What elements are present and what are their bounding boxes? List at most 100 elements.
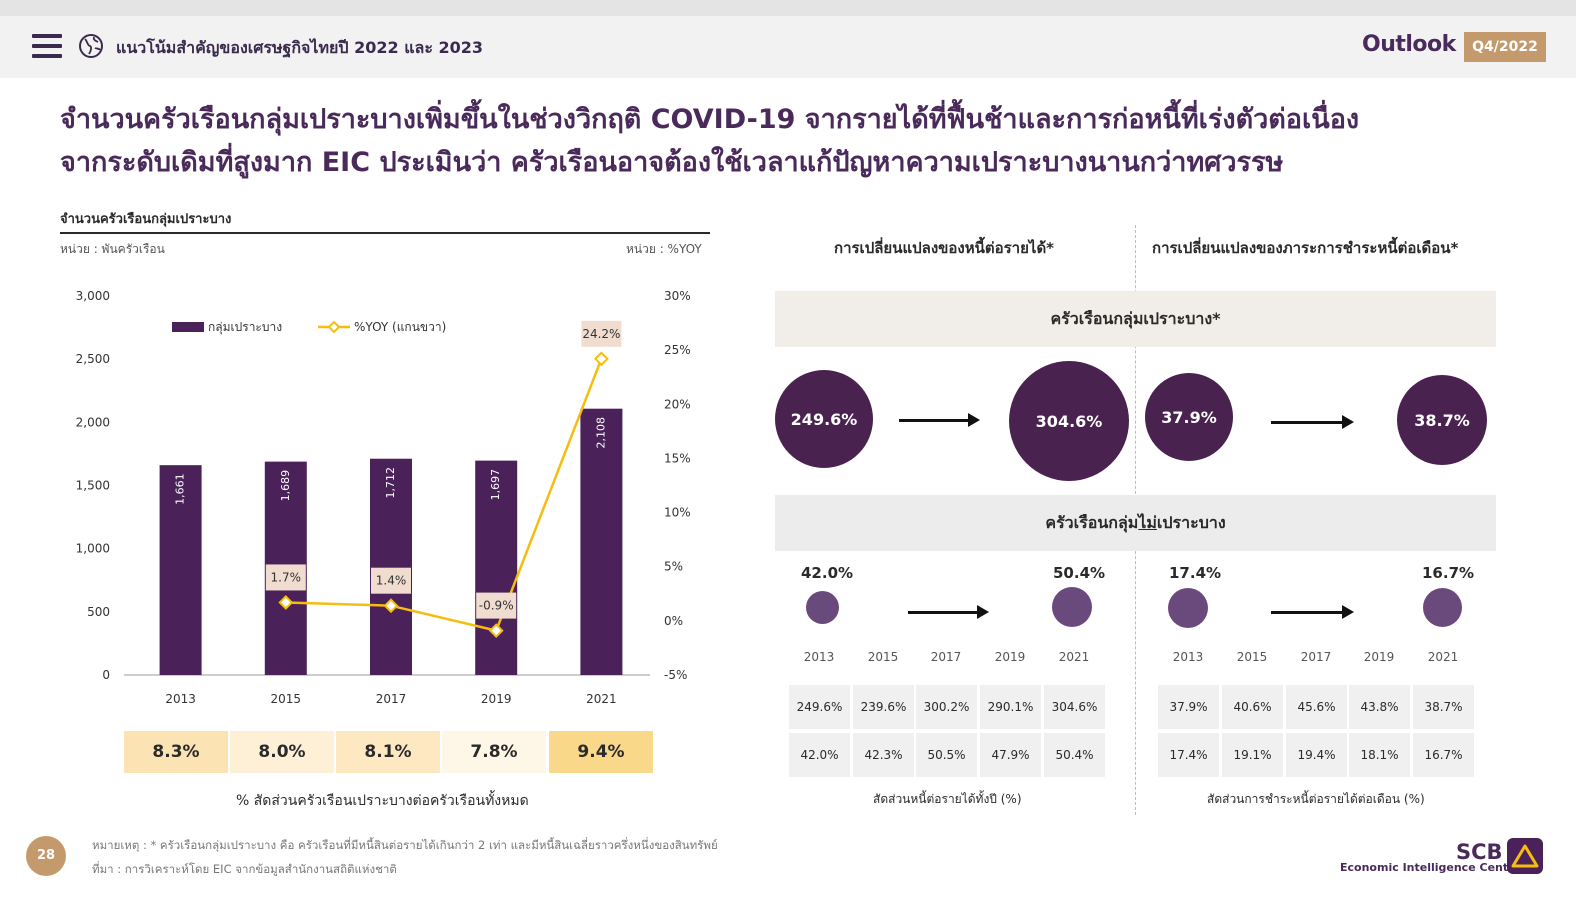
non-vulnerable-debt-income-2013-value: 42.0%: [801, 564, 854, 582]
yoy-value-label: 1.4%: [376, 574, 407, 588]
bar-value-label: 1,697: [489, 469, 502, 501]
y-right-tick-label: 15%: [664, 451, 691, 465]
non-vulnerable-debt-income-arrow-icon: [908, 605, 989, 619]
vulnerable-dsr-2021-circle: 38.7%: [1397, 375, 1487, 465]
source-note: ที่มา : การวิเคราะห์โดย EIC จากข้อมูลสำน…: [92, 862, 397, 876]
scb-logo-icon: [1507, 838, 1543, 874]
y-right-tick-label: 0%: [664, 614, 683, 628]
bar-value-label: 1,689: [279, 470, 292, 502]
y-left-tick-label: 500: [87, 605, 110, 619]
vulnerable-debt-income-2021-value: 304.6%: [1035, 411, 1103, 431]
yoy-label-box: [371, 567, 411, 594]
vulnerable-debt-income-2013-value: 249.6%: [790, 409, 858, 429]
y-left-tick-label: 1,000: [76, 542, 110, 556]
legend-line-label: %YOY (แกนขวา): [354, 320, 446, 334]
debt-income-vulnerable-cell: 249.6%: [789, 685, 850, 729]
debt-income-caption: สัดส่วนหนี้ต่อรายได้ทั้งปี (%): [873, 792, 1022, 806]
non-vulnerable-debt-income-2013-dot: [806, 591, 839, 624]
vulnerable-dsr-2013-circle: 37.9%: [1145, 373, 1233, 461]
year-label: 2021: [1427, 650, 1459, 664]
dsr-non-vulnerable-cell: 17.4%: [1158, 733, 1219, 777]
dsr-non-vulnerable-cell: 16.7%: [1413, 733, 1474, 777]
quarter-badge: Q4/2022: [1464, 32, 1546, 62]
y-left-tick-label: 2,500: [76, 352, 110, 366]
y-right-tick-label: 10%: [664, 506, 691, 520]
yoy-value-label: -0.9%: [479, 599, 514, 613]
dsr-vulnerable-cell: 40.6%: [1222, 685, 1283, 729]
non-vulnerable-debt-income-2021-dot: [1052, 587, 1092, 627]
unit-left: หน่วย : พันครัวเรือน: [60, 242, 165, 256]
y-right-tick-label: 5%: [664, 560, 683, 574]
debt-income-vulnerable-cell: 239.6%: [853, 685, 914, 729]
non-vulnerable-dsr-2013-value: 17.4%: [1169, 564, 1222, 582]
legend-line-marker: [327, 320, 341, 334]
yoy-marker: [593, 351, 609, 367]
debt-income-vulnerable-cell: 300.2%: [916, 685, 977, 729]
y-right-tick-label: 20%: [664, 397, 691, 411]
bar-value-label: 1,661: [174, 473, 187, 505]
bar-value-label: 1,712: [384, 467, 397, 499]
y-right-tick-label: 30%: [664, 289, 691, 303]
year-label: 2015: [1236, 650, 1268, 664]
eic-brand: Economic Intelligence Center: [1340, 861, 1522, 874]
vulnerable-households-chart: 0 500 1,000 1,500 2,000 2,500 3,000 -5% 0% 5% 10% 1…: [76, 289, 691, 706]
headline-line-2: จากระดับเดิมที่สูงมาก EIC ประเมินว่า ครั…: [60, 147, 1284, 178]
non-vulnerable-band: ครัวเรือนกลุ่มไม่เปราะบาง: [775, 495, 1496, 551]
debt-income-title: การเปลี่ยนแปลงของหนี้ต่อรายได้*: [834, 239, 1055, 257]
dsr-title: การเปลี่ยนแปลงของภาระการชำระหนี้ต่อเดือน…: [1152, 239, 1459, 257]
headline: จำนวนครัวเรือนกลุ่มเปราะบางเพิ่มขึ้นในช่…: [60, 98, 1500, 184]
dsr-vulnerable-cell: 38.7%: [1413, 685, 1474, 729]
yoy-line: [285, 358, 603, 633]
yoy-value-label: 24.2%: [582, 327, 620, 341]
chart-subtitle: จำนวนครัวเรือนกลุ่มเปราะบาง: [60, 212, 232, 227]
non-vulnerable-label-underline: ไม่: [1138, 513, 1157, 532]
bar: [370, 458, 412, 675]
subtitle-underline: [60, 232, 710, 234]
x-tick-label: 2017: [376, 692, 407, 706]
y-left-tick-label: 1,500: [76, 479, 110, 493]
y-right-tick-label: 25%: [664, 343, 691, 357]
debt-income-non-vulnerable-cell: 42.0%: [789, 733, 850, 777]
header-title: แนวโน้มสำคัญของเศรษฐกิจไทยปี 2022 และ 20…: [116, 38, 484, 57]
x-tick-label: 2015: [271, 692, 302, 706]
debt-income-vulnerable-cell: 304.6%: [1044, 685, 1105, 729]
legend-bar-swatch: [172, 322, 204, 332]
x-tick-label: 2013: [165, 692, 196, 706]
outlook-brand: Outlook: [1362, 32, 1456, 57]
debt-income-vulnerable-cell: 290.1%: [980, 685, 1041, 729]
top-strip: [0, 0, 1576, 16]
yoy-marker: [383, 598, 399, 614]
yoy-label-box: [476, 592, 517, 619]
year-label: 2013: [1172, 650, 1204, 664]
x-tick-label: 2021: [586, 692, 617, 706]
y-left-tick-label: 3,000: [76, 289, 110, 303]
non-vulnerable-dsr-2021-dot: [1423, 588, 1462, 627]
y-right-tick-label: -5%: [664, 668, 687, 682]
ratio-cell: 8.1%: [336, 731, 440, 773]
x-tick-label: 2019: [481, 692, 512, 706]
debt-income-non-vulnerable-cell: 42.3%: [853, 733, 914, 777]
y-left-tick-label: 2,000: [76, 415, 110, 429]
year-label: 2021: [1058, 650, 1090, 664]
scb-brand: SCB: [1456, 840, 1503, 864]
bar: [580, 408, 623, 675]
yoy-label-box: [581, 320, 622, 347]
yoy-marker: [488, 623, 504, 639]
year-label: 2017: [1300, 650, 1332, 664]
dsr-vulnerable-cell: 45.6%: [1286, 685, 1347, 729]
non-vulnerable-dsr-2013-dot: [1168, 588, 1208, 628]
hamburger-menu-icon[interactable]: [32, 34, 62, 58]
non-vulnerable-dsr-arrow-icon: [1271, 605, 1354, 619]
vulnerable-band: ครัวเรือนกลุ่มเปราะบาง*: [775, 291, 1496, 347]
page-number: 28: [26, 836, 66, 876]
unit-right: หน่วย : %YOY: [626, 242, 702, 256]
year-label: 2013: [803, 650, 835, 664]
debt-income-arrow-icon: [899, 413, 980, 427]
dsr-arrow-icon: [1271, 415, 1354, 429]
legend-bar-label: กลุ่มเปราะบาง: [208, 320, 282, 335]
vulnerable-debt-income-2013-circle: 249.6%: [775, 370, 873, 468]
bar-value-label: 2,108: [594, 417, 607, 449]
ratio-cell: 7.8%: [442, 731, 546, 773]
ratio-cell: 8.3%: [124, 731, 228, 773]
dsr-non-vulnerable-cell: 19.1%: [1222, 733, 1283, 777]
